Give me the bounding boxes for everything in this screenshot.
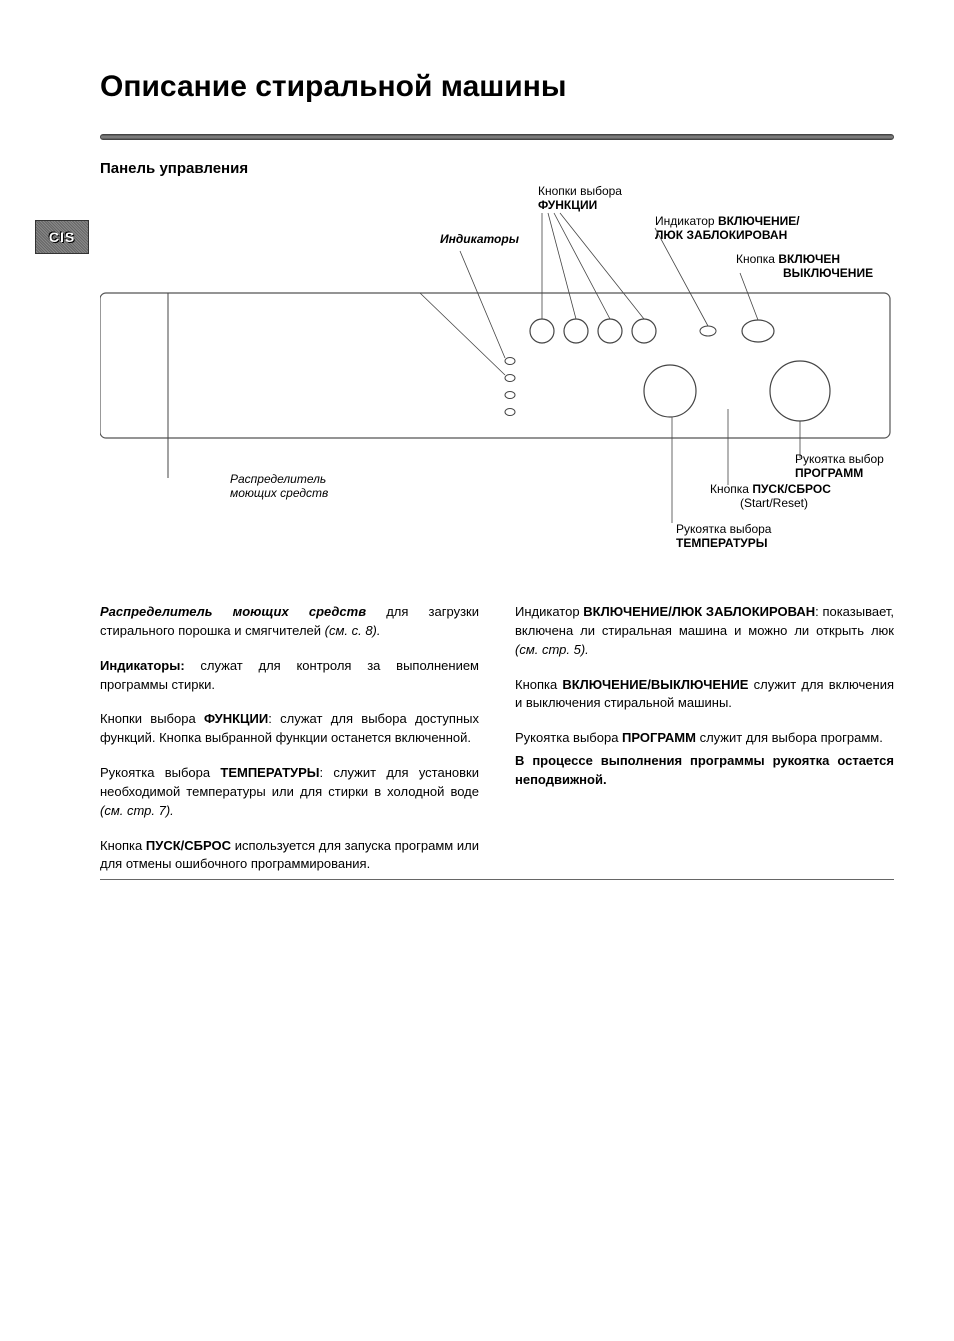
- para-startreset: Кнопка ПУСК/СБРОС используется для запус…: [100, 837, 479, 875]
- para-programs-note: В процессе выполнения программы рукоятка…: [515, 752, 894, 790]
- panel-svg: Кнопки выбора ФУНКЦИИ Индикаторы Индикат…: [100, 183, 900, 553]
- para-temperature: Рукоятка выбора ТЕМПЕРАТУРЫ: служит для …: [100, 764, 479, 821]
- page-title: Описание стиральной машины: [100, 70, 894, 104]
- temperature-knob: [644, 365, 696, 417]
- right-column: Индикатор ВКЛЮЧЕНИЕ/ЛЮК ЗАБЛОКИРОВАН: по…: [515, 603, 894, 890]
- callout-vkl-lock-3: ЛЮК ЗАБЛОКИРОВАН: [655, 228, 787, 242]
- indicator-led-3: [505, 392, 515, 399]
- para-onoff: Кнопка ВКЛЮЧЕНИЕ/ВЫКЛЮЧЕНИЕ служит для в…: [515, 676, 894, 714]
- function-button-3: [598, 319, 622, 343]
- control-panel-diagram: Панель управления Кнопки выбора ФУНКЦИИ …: [100, 160, 894, 553]
- para-lock: Индикатор ВКЛЮЧЕНИЕ/ЛЮК ЗАБЛОКИРОВАН: по…: [515, 603, 894, 660]
- callout-startreset-3: (Start/Reset): [740, 496, 808, 510]
- indicator-led-4: [505, 409, 515, 416]
- para-detergent: Распределитель моющих средств для загруз…: [100, 603, 479, 641]
- cis-badge: CIS: [35, 220, 89, 254]
- footer-rule: [100, 879, 894, 880]
- callout-temp-2: ТЕМПЕРАТУРЫ: [676, 536, 768, 550]
- callout-funkcii-2: ФУНКЦИИ: [538, 198, 597, 212]
- callout-vkl-lock-1: Индикатор ВКЛЮЧЕНИЕ/: [655, 214, 800, 228]
- para-indicators: Индикаторы: служат для контроля за выпол…: [100, 657, 479, 695]
- header-rule: [100, 134, 894, 140]
- indicator-led-2: [505, 375, 515, 382]
- callout-funkcii-1: Кнопки выбора: [538, 184, 622, 198]
- callout-prog-1: Рукоятка выбор: [795, 452, 884, 466]
- callout-onoff-3: ВЫКЛЮЧЕНИЕ: [783, 266, 873, 280]
- callout-indikatory: Индикаторы: [440, 232, 520, 246]
- callout-onoff-1: Кнопка ВКЛЮЧЕН: [736, 252, 840, 266]
- callout-det-1: Распределитель: [230, 472, 326, 486]
- function-button-1: [530, 319, 554, 343]
- callout-startreset-1: Кнопка ПУСК/СБРОС: [710, 482, 831, 496]
- function-button-4: [632, 319, 656, 343]
- description-columns: Распределитель моющих средств для загруз…: [100, 603, 894, 890]
- para-functions: Кнопки выбора ФУНКЦИИ: служат для выбора…: [100, 710, 479, 748]
- program-knob: [770, 361, 830, 421]
- section-heading: Панель управления: [100, 160, 894, 177]
- callout-det-2: моющих средств: [230, 486, 328, 500]
- callout-prog-2: ПРОГРАММ: [795, 466, 863, 480]
- left-column: Распределитель моющих средств для загруз…: [100, 603, 479, 890]
- function-button-2: [564, 319, 588, 343]
- callout-temp-1: Рукоятка выбора: [676, 522, 772, 536]
- para-programs: Рукоятка выбора ПРОГРАММ служит для выбо…: [515, 729, 894, 748]
- lock-indicator: [700, 326, 716, 336]
- indicator-led-1: [505, 358, 515, 365]
- onoff-button: [742, 320, 774, 342]
